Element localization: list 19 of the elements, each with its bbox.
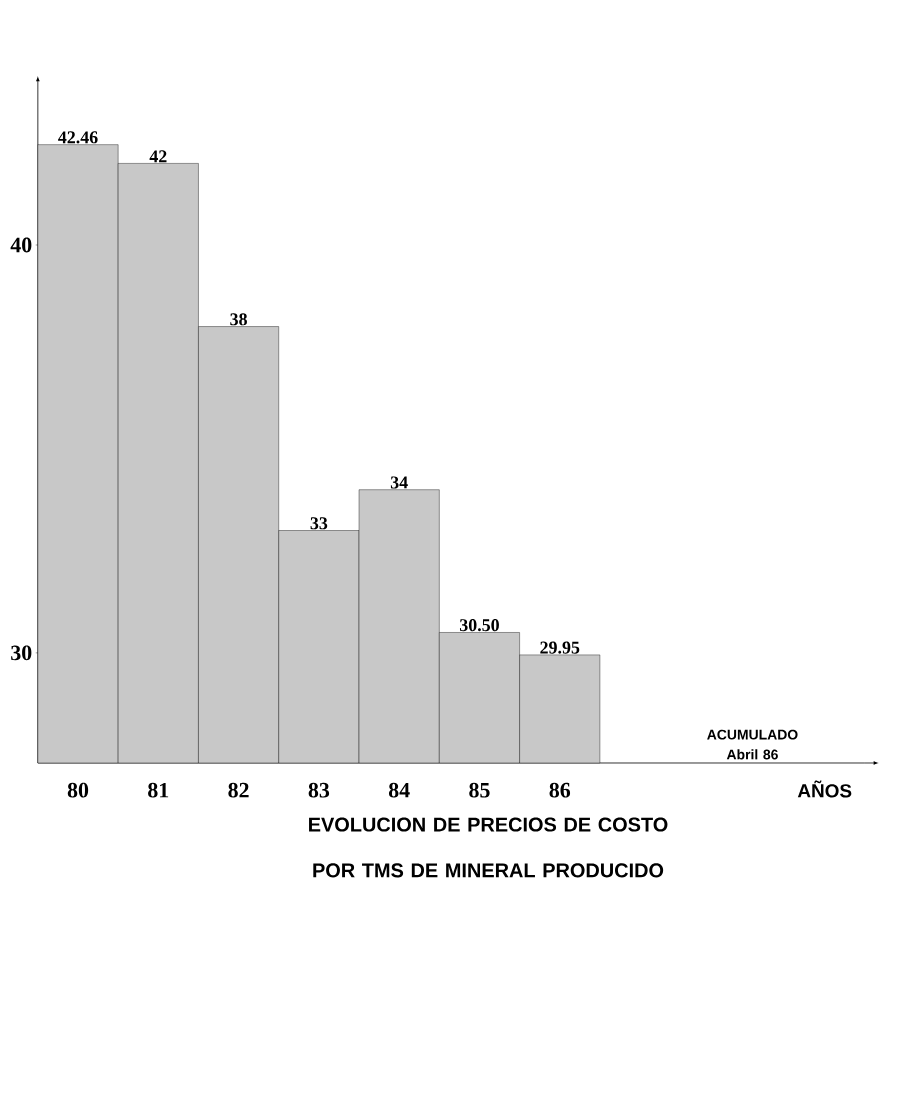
data-label: 42.46 xyxy=(58,131,98,144)
data-label: 42 xyxy=(149,150,167,163)
data-label: 38 xyxy=(230,313,247,326)
text: ACUMULADO Abril 86 xyxy=(707,729,798,760)
y-tick-label: 40 xyxy=(10,237,32,253)
x-tick-label: 83 xyxy=(308,782,330,798)
x-tick-label: 82 xyxy=(228,782,249,798)
data-label: 29.95 xyxy=(540,641,580,654)
text: AÑOS xyxy=(797,780,852,798)
data-label: 30.50 xyxy=(459,619,499,632)
data-label: 33 xyxy=(310,517,328,530)
y-tick-label: 30 xyxy=(11,645,32,661)
data-label: 34 xyxy=(390,476,408,489)
x-tick-label: 85 xyxy=(469,782,490,798)
x-tick-label: 84 xyxy=(388,782,410,798)
x-tick-label: 80 xyxy=(67,782,89,798)
x-tick-label: 86 xyxy=(549,782,571,798)
chart-title: EVOLUCION DE PRECIOS DE COSTO POR TMS DE MINERAL PRODUCIDO xyxy=(309,817,668,878)
x-tick-label: 81 xyxy=(148,782,169,798)
